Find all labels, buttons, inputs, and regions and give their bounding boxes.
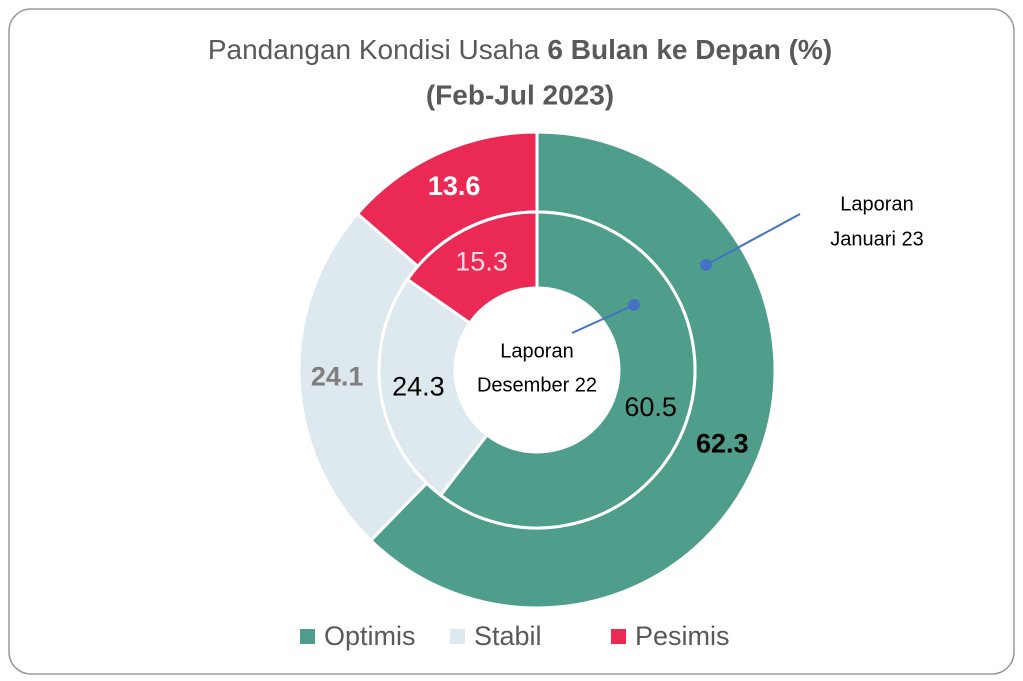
legend-label: Pesimis: [635, 621, 730, 651]
data-label: 15.3: [455, 247, 508, 277]
title-part: Pandangan Kondisi Usaha: [208, 34, 540, 65]
annotation-text: Laporan: [500, 340, 573, 362]
donut-slice: [438, 210, 697, 530]
chart-subtitle: (Feb-Jul 2023): [426, 79, 614, 110]
donut-slice: [377, 277, 490, 498]
annotation-dot: [700, 259, 712, 271]
annotation-line: [705, 213, 801, 266]
annotation-text: Januari 23: [830, 228, 923, 250]
annotation-line: [571, 304, 635, 334]
donut-slice: [405, 210, 539, 326]
legend-swatch: [300, 629, 315, 644]
annotation-text: Desember 22: [477, 374, 597, 396]
data-label: 24.3: [392, 371, 445, 401]
data-label: 60.5: [624, 392, 677, 422]
chart-title: Pandangan Kondisi Usaha 6 Bulan ke Depan …: [208, 34, 832, 65]
legend-swatch: [450, 629, 465, 644]
data-label: 62.3: [696, 428, 749, 458]
legend-label: Optimis: [324, 621, 416, 651]
annotation-dot: [628, 299, 640, 311]
legend-label: Stabil: [474, 621, 542, 651]
frame: [8, 8, 1015, 675]
annotation-text: Laporan: [840, 193, 913, 215]
data-label: 24.1: [311, 361, 364, 391]
title-part: 6 Bulan ke Depan (%): [547, 34, 832, 65]
data-label: 13.6: [428, 171, 481, 201]
legend-swatch: [611, 629, 626, 644]
